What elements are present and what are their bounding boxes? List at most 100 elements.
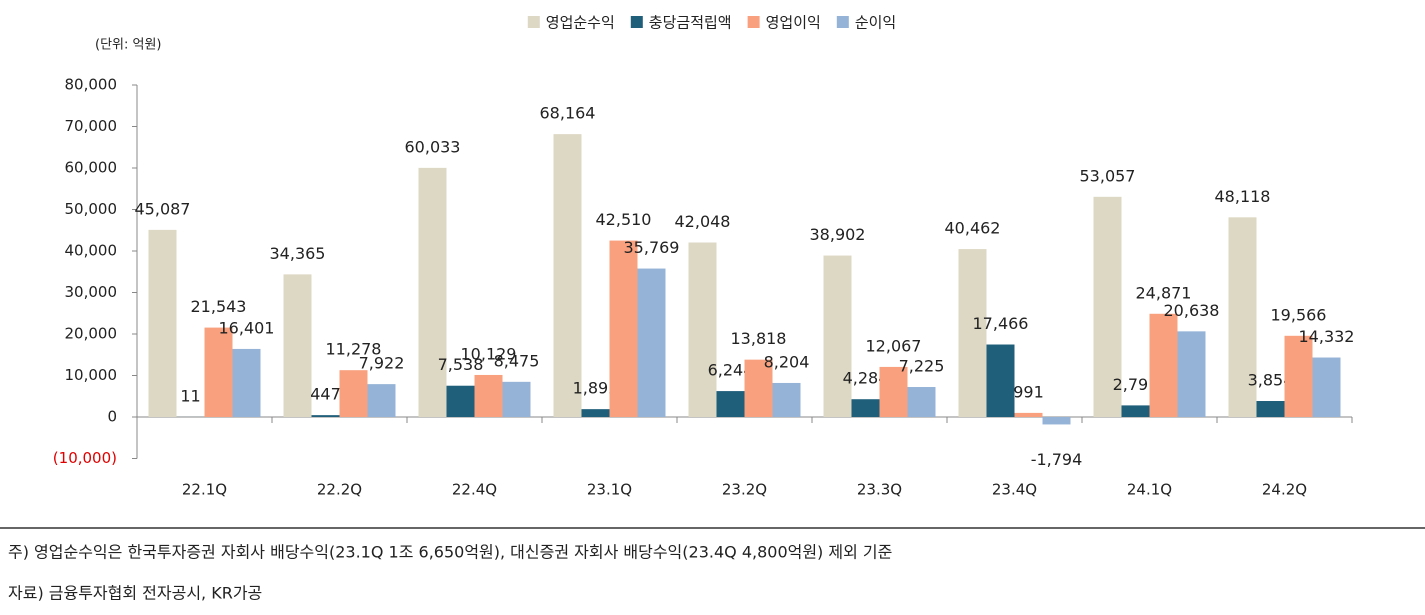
value-label: 11: [180, 386, 200, 405]
bar: [474, 374, 503, 417]
bar: [744, 359, 773, 417]
value-label: 20,638: [1164, 301, 1220, 320]
value-label: 7,538: [438, 355, 484, 374]
x-tick-label: 23.3Q: [857, 481, 902, 499]
value-label: 17,466: [973, 314, 1029, 333]
bar: [772, 382, 801, 417]
bar: [1042, 417, 1071, 425]
bar: [879, 366, 908, 417]
x-tick-label: 23.1Q: [587, 481, 632, 499]
bar: [688, 242, 717, 417]
x-tick-label: 23.4Q: [992, 481, 1037, 499]
y-tick-label: 60,000: [65, 159, 118, 177]
bar: [581, 409, 610, 417]
value-label: 19,566: [1271, 305, 1327, 324]
bar: [148, 229, 177, 417]
bar: [446, 385, 475, 417]
value-label: 35,769: [624, 238, 680, 257]
value-label: 991: [1013, 382, 1044, 401]
value-label: 4,284: [843, 369, 889, 388]
legend-label: 영업이익: [766, 14, 821, 32]
value-label: -1,794: [1031, 450, 1083, 469]
source: 자료) 금융투자협회 전자공시, KR가공: [8, 584, 262, 603]
legend-label: 순이익: [855, 14, 896, 32]
value-label: 21,543: [191, 297, 247, 316]
legend-swatch: [836, 16, 849, 28]
bar: [311, 415, 340, 417]
bar: [1312, 357, 1341, 417]
legend-swatch: [527, 16, 540, 28]
value-label: 6,244: [708, 361, 754, 380]
bar: [367, 384, 396, 417]
legend-swatch: [630, 16, 643, 28]
bar: [232, 348, 261, 417]
bar: [1121, 405, 1150, 417]
bar: [1284, 335, 1313, 417]
value-label: 34,365: [270, 244, 326, 263]
value-label: 24,871: [1136, 283, 1192, 302]
bar: [339, 370, 368, 417]
legend-label: 충당금적립액: [649, 14, 732, 32]
y-tick-label: 30,000: [65, 283, 118, 301]
bar: [851, 399, 880, 417]
value-label: 68,164: [540, 104, 596, 123]
y-tick-label: 40,000: [65, 242, 118, 260]
y-tick-label: 50,000: [65, 200, 118, 218]
x-tick-label: 24.1Q: [1127, 481, 1172, 499]
bar: [1149, 313, 1178, 417]
x-tick-label: 22.4Q: [452, 481, 497, 499]
bar: [204, 327, 233, 417]
value-label: 7,922: [359, 354, 405, 373]
value-label: 42,510: [596, 210, 652, 229]
value-label: 2,797: [1113, 375, 1159, 394]
unit-label: (단위: 억원): [95, 38, 162, 53]
value-label: 13,818: [731, 329, 787, 348]
value-label: 38,902: [810, 225, 866, 244]
bar: [1256, 401, 1285, 417]
bar: [716, 391, 745, 417]
bar: [418, 167, 447, 417]
bar: [637, 268, 666, 417]
value-label: 16,401: [219, 318, 275, 337]
value-label: 45,087: [135, 199, 191, 218]
value-label: 12,067: [866, 336, 922, 355]
y-tick-label: (10,000): [53, 449, 117, 467]
value-label: 42,048: [675, 212, 731, 231]
bar: [1228, 217, 1257, 417]
value-label: 1,892: [573, 379, 619, 398]
value-label: 447: [310, 385, 341, 404]
bar: [823, 255, 852, 417]
value-label: 14,332: [1299, 327, 1355, 346]
x-tick-label: 22.1Q: [182, 481, 227, 499]
y-tick-label: 10,000: [65, 366, 118, 384]
footnote: 주) 영업순수익은 한국투자증권 자회사 배당수익(23.1Q 1조 6,650…: [8, 543, 892, 562]
y-tick-label: 20,000: [65, 325, 118, 343]
bar: [907, 387, 936, 417]
x-tick-label: 24.2Q: [1262, 481, 1307, 499]
bar: [958, 249, 987, 417]
bar: [609, 240, 638, 417]
y-tick-label: 0: [107, 408, 117, 426]
value-label: 11,278: [326, 340, 382, 359]
value-label: 60,033: [405, 137, 461, 156]
value-label: 53,057: [1080, 166, 1136, 185]
bar: [553, 134, 582, 418]
bar: [1093, 196, 1122, 417]
legend-label: 영업순수익: [546, 14, 615, 32]
value-label: 8,204: [764, 352, 810, 371]
bar: [1014, 412, 1043, 417]
x-tick-label: 22.2Q: [317, 481, 362, 499]
bar: [502, 381, 531, 417]
value-label: 8,475: [494, 351, 540, 370]
y-tick-label: 80,000: [65, 76, 118, 94]
bar: [986, 344, 1015, 417]
value-label: 40,462: [945, 219, 1001, 238]
y-tick-label: 70,000: [65, 117, 118, 135]
x-tick-label: 23.2Q: [722, 481, 767, 499]
legend-swatch: [747, 16, 760, 28]
value-label: 48,118: [1215, 187, 1271, 206]
bar: [1177, 331, 1206, 417]
value-label: 10,129: [461, 344, 517, 363]
bar: [283, 274, 312, 417]
